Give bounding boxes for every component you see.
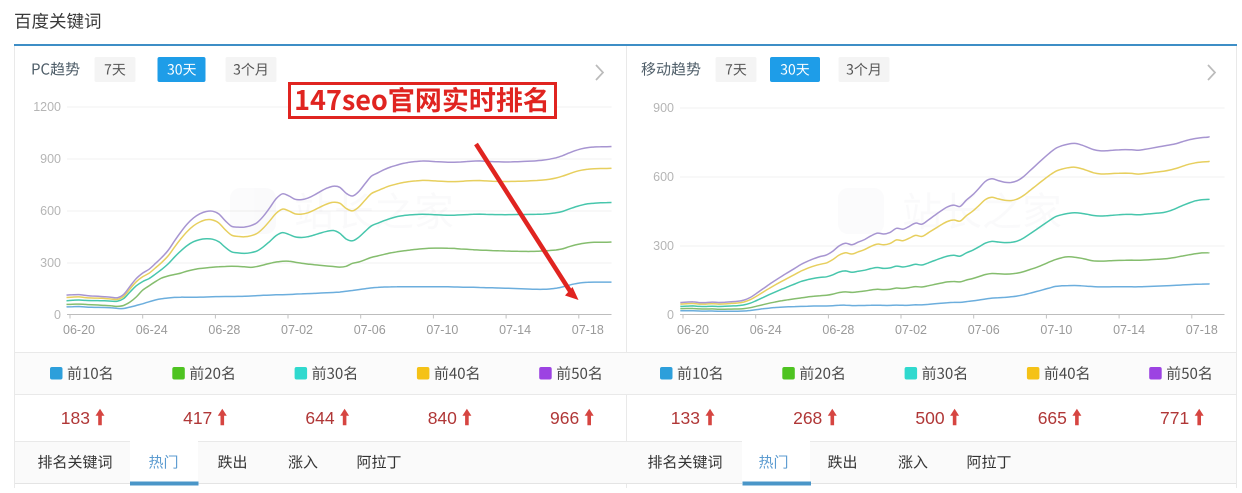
svg-text:644: 644 bbox=[305, 408, 334, 428]
svg-text:600: 600 bbox=[653, 170, 674, 184]
svg-text:183: 183 bbox=[61, 408, 90, 428]
svg-text:06-28: 06-28 bbox=[208, 323, 240, 337]
svg-text:07-18: 07-18 bbox=[572, 323, 604, 337]
svg-text:417: 417 bbox=[183, 408, 212, 428]
svg-text:600: 600 bbox=[40, 204, 61, 218]
svg-text:07-10: 07-10 bbox=[1040, 323, 1072, 337]
svg-text:06-24: 06-24 bbox=[136, 323, 168, 337]
svg-text:0: 0 bbox=[54, 308, 61, 322]
svg-text:06-24: 06-24 bbox=[750, 323, 782, 337]
svg-text:771: 771 bbox=[1160, 408, 1189, 428]
svg-text:06-20: 06-20 bbox=[677, 323, 709, 337]
svg-text:840: 840 bbox=[428, 408, 457, 428]
svg-text:07-06: 07-06 bbox=[354, 323, 386, 337]
svg-text:900: 900 bbox=[40, 152, 61, 166]
svg-text:665: 665 bbox=[1038, 408, 1067, 428]
svg-text:06-20: 06-20 bbox=[63, 323, 95, 337]
svg-text:07-18: 07-18 bbox=[1186, 323, 1218, 337]
svg-text:133: 133 bbox=[671, 408, 700, 428]
svg-text:07-06: 07-06 bbox=[968, 323, 1000, 337]
svg-text:07-02: 07-02 bbox=[281, 323, 313, 337]
svg-text:966: 966 bbox=[550, 408, 579, 428]
svg-text:300: 300 bbox=[40, 256, 61, 270]
svg-text:07-02: 07-02 bbox=[895, 323, 927, 337]
svg-text:500: 500 bbox=[915, 408, 944, 428]
svg-text:07-14: 07-14 bbox=[499, 323, 531, 337]
svg-text:06-28: 06-28 bbox=[822, 323, 854, 337]
svg-text:07-10: 07-10 bbox=[426, 323, 458, 337]
svg-text:07-14: 07-14 bbox=[1113, 323, 1145, 337]
svg-text:0: 0 bbox=[667, 308, 674, 322]
svg-text:268: 268 bbox=[793, 408, 822, 428]
svg-text:300: 300 bbox=[653, 239, 674, 253]
svg-text:1200: 1200 bbox=[33, 100, 61, 114]
svg-text:900: 900 bbox=[653, 101, 674, 115]
